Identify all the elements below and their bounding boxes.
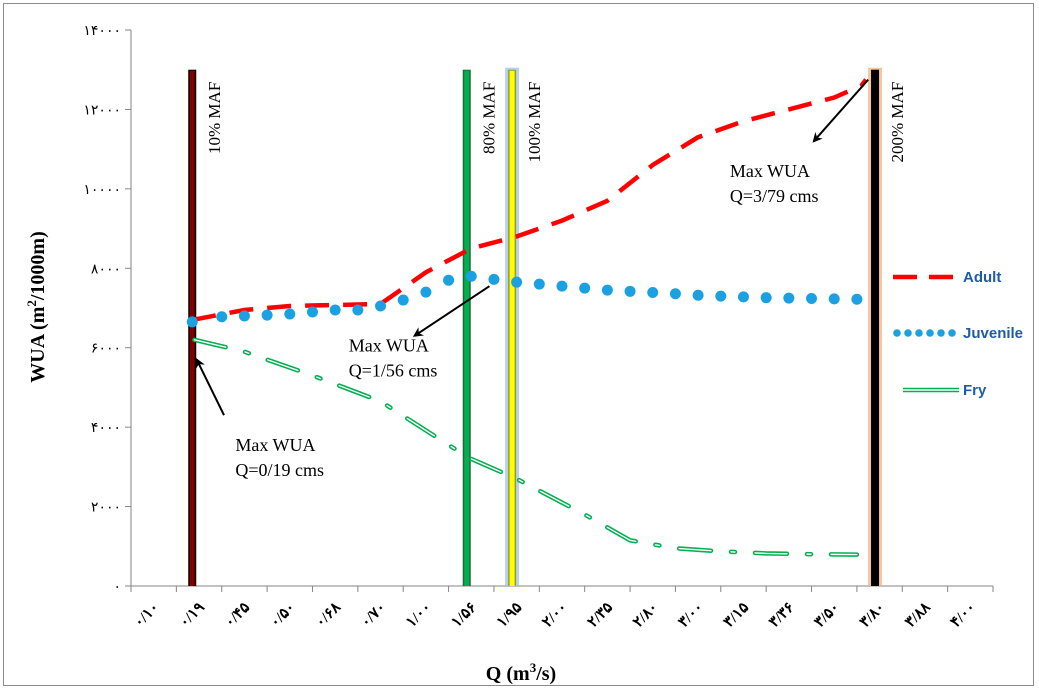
x-tick-label: ۱/۹۵ [494,600,525,631]
ref-line-2 [464,70,470,586]
y-tick-label: ۱۲۰۰۰ [83,103,121,118]
annotation-label-value: Q=0/19 cms [235,460,324,480]
ref-line-label: 200% MAF [888,82,907,163]
y-tick-label: ۱۴۰۰۰ [83,24,121,39]
x-tick-label: ۲/۳۵ [585,600,616,631]
annotation-label-title: Max WUA [235,435,315,455]
annotation-arrow [412,285,490,337]
juvenile-point [669,288,681,300]
x-tick-label: ۱/۵۶ [449,600,480,631]
annotation-arrow [195,357,225,416]
legend-label-juvenile: Juvenile [963,325,1023,342]
juvenile-point [806,292,818,304]
y-tick-label: ۸۰۰۰ [91,262,121,277]
juvenile-point [261,309,273,321]
legend-swatch-dot [926,329,934,337]
juvenile-point [420,286,432,298]
juvenile-point [186,316,198,328]
legend-swatch-dot [915,329,923,337]
x-tick-label: ۳/۸۸ [902,599,934,631]
juvenile-point [783,292,795,304]
x-tick-label: ۰/۱۹ [177,600,208,631]
ref-line-label: 100% MAF [525,82,544,163]
juvenile-point [692,289,704,301]
series-juvenile [186,270,863,328]
x-tick-label: ۰/۶۸ [313,599,345,631]
juvenile-point [465,270,477,282]
legend-swatch-dot [948,329,956,337]
x-tick-label: ۳/۰۰ [676,600,707,631]
x-tick-label: ۳/۱۵ [721,600,752,631]
ref-line-label: 80% MAF [480,82,499,154]
series-line-adult [191,78,868,323]
annotation-label-title: Max WUA [730,161,810,181]
legend-label-fry: Fry [963,382,987,399]
legend: Adult Juvenile Fry [893,269,1023,399]
ref-line-4 [872,70,878,586]
x-tick-label: ۰/۴۵ [222,600,253,631]
y-tick-label: ۲۰۰۰ [91,501,121,516]
annotation-label-value: Q=3/79 cms [730,186,819,206]
x-tick-label: ۳/۳۶ [766,600,797,631]
juvenile-point [533,278,545,290]
x-tick-label: ۰/۵۰ [267,600,298,631]
x-tick-label: ۲/۸۰ [630,600,661,631]
juvenile-point [306,306,318,318]
legend-swatch-dot [893,329,901,337]
y-tick-label: ۶۰۰۰ [91,342,121,357]
x-tick-label: ۳/۸۰ [857,600,888,631]
legend-label-adult: Adult [963,269,1001,286]
juvenile-point [375,300,387,312]
y-tick-label: ۱۰۰۰۰ [83,183,121,198]
y-axis-title: WUA (m2/1000m) [24,231,49,383]
juvenile-point [760,292,772,304]
juvenile-point [284,308,296,320]
x-tick-label: ۰/۱۰ [131,600,162,631]
juvenile-point [443,274,455,286]
juvenile-point [624,285,636,297]
annotations: Max WUA Q=0/19 cms Max WUA Q=1/56 cms Max WU… [195,78,869,480]
y-tick-label: ۴۰۰۰ [91,421,121,436]
x-tick-label: ۰/۷۰ [358,600,389,631]
x-axis-title: Q (m3/s) [486,660,556,685]
ref-line-label: 10% MAF [205,82,224,154]
x-tick-label: ۲/۰۰ [539,600,570,631]
juvenile-point [511,276,523,288]
ref-line-1 [189,70,195,586]
annotation-label-title: Max WUA [349,336,429,356]
ref-line-3 [509,70,515,586]
juvenile-point [397,294,409,306]
juvenile-point [238,310,250,322]
x-tick-label: ۳/۵۰ [812,600,843,631]
annotation-label-value: Q=1/56 cms [349,361,438,381]
reference-lines: 10% MAF 80% MAF 100% MAF 200% MAF [188,67,907,586]
y-tick-label: ۰ [113,580,121,595]
x-tick-label: ۴/۰۰ [948,600,979,631]
juvenile-point [851,293,863,305]
juvenile-point [556,280,568,292]
juvenile-point [828,293,840,305]
annotation-arrow [812,78,869,143]
juvenile-point [352,304,364,316]
legend-swatch-dot [904,329,912,337]
series-group [186,78,868,557]
juvenile-point [647,287,659,299]
juvenile-point [579,282,591,294]
juvenile-point [601,284,613,296]
juvenile-point [737,291,749,303]
x-tick-label: ۱/۰۰ [403,600,434,631]
legend-swatch-dot [937,329,945,337]
juvenile-point [488,273,500,285]
juvenile-point [715,290,727,302]
juvenile-point [216,311,228,323]
juvenile-point [329,304,341,316]
